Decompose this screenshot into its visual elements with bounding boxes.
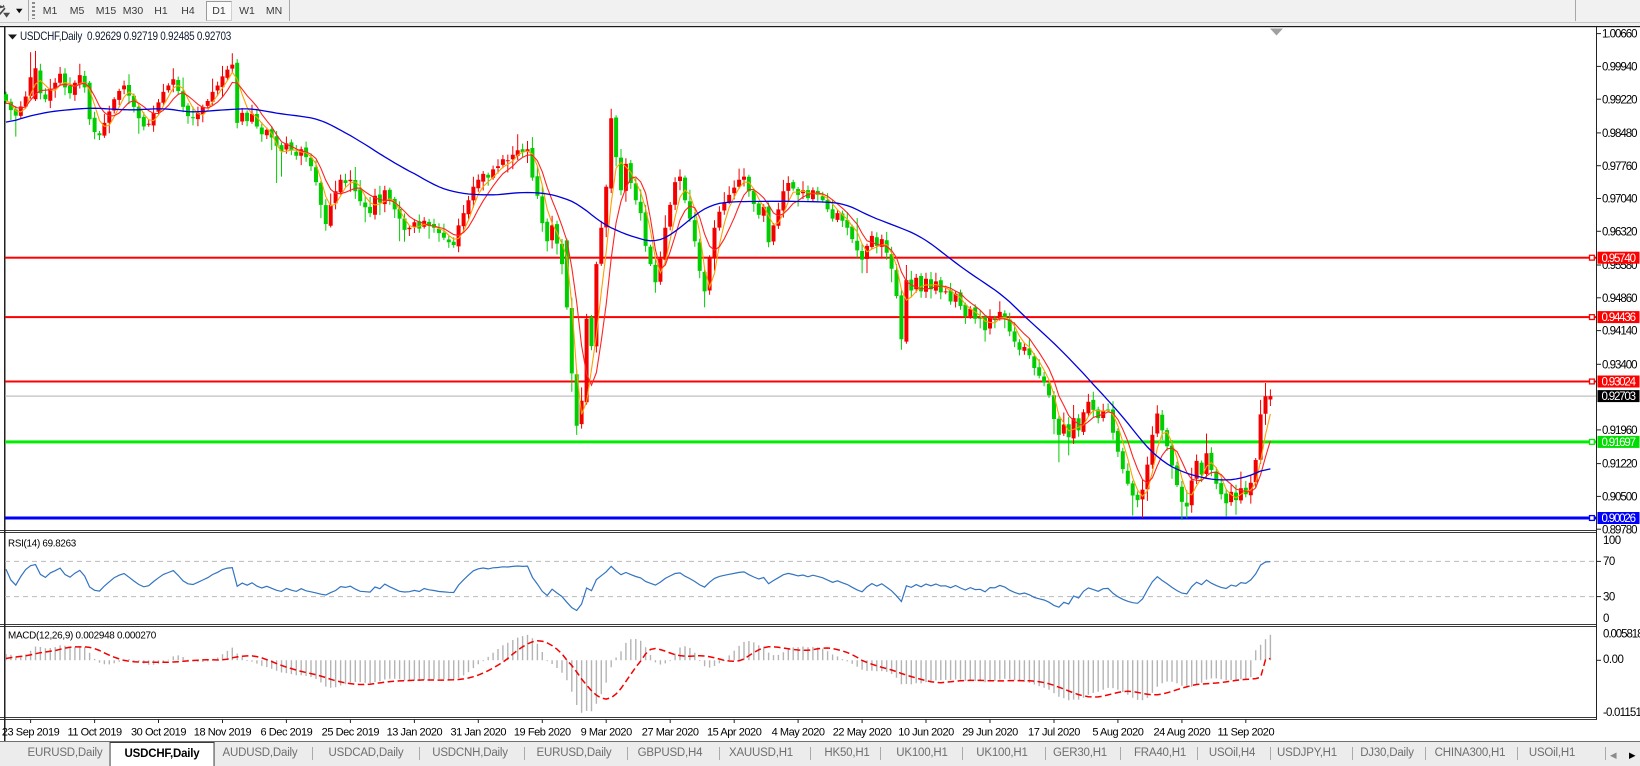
svg-text:22 May 2020: 22 May 2020	[833, 727, 892, 739]
svg-text:0.93024: 0.93024	[1602, 377, 1637, 389]
svg-text:0.94436: 0.94436	[1602, 312, 1636, 324]
svg-text:0.96320: 0.96320	[1602, 226, 1637, 238]
svg-text:0.90500: 0.90500	[1602, 492, 1637, 504]
svg-text:0.89780: 0.89780	[1602, 524, 1637, 536]
svg-text:0.91220: 0.91220	[1602, 459, 1637, 471]
svg-text:19 Feb 2020: 19 Feb 2020	[514, 727, 571, 739]
svg-text:0.99220: 0.99220	[1602, 94, 1637, 106]
svg-text:0.94860: 0.94860	[1602, 293, 1637, 305]
svg-text:18 Nov 2019: 18 Nov 2019	[194, 727, 252, 739]
svg-text:9 Mar 2020: 9 Mar 2020	[581, 727, 632, 739]
svg-text:0: 0	[1603, 613, 1609, 625]
svg-text:0.00: 0.00	[1603, 654, 1623, 666]
svg-text:MACD(12,26,9) 0.002948 0.00027: MACD(12,26,9) 0.002948 0.000270	[8, 630, 156, 642]
svg-text:27 Mar 2020: 27 Mar 2020	[642, 727, 699, 739]
svg-text:70: 70	[1603, 556, 1615, 568]
svg-text:0.98480: 0.98480	[1602, 128, 1637, 140]
svg-text:13 Jan 2020: 13 Jan 2020	[387, 727, 443, 739]
svg-text:0.90026: 0.90026	[1602, 513, 1636, 525]
svg-text:4 May 2020: 4 May 2020	[772, 727, 825, 739]
svg-text:0.94140: 0.94140	[1602, 326, 1637, 338]
svg-text:0.97760: 0.97760	[1602, 161, 1637, 173]
svg-text:0.99940: 0.99940	[1602, 62, 1637, 74]
svg-text:25 Dec 2019: 25 Dec 2019	[322, 727, 380, 739]
svg-text:6 Dec 2019: 6 Dec 2019	[261, 727, 313, 739]
svg-text:100: 100	[1603, 535, 1621, 547]
svg-text:11 Oct 2019: 11 Oct 2019	[68, 727, 122, 739]
svg-text:0.95740: 0.95740	[1602, 253, 1636, 265]
svg-text:0.91960: 0.91960	[1602, 425, 1637, 437]
svg-text:0.97040: 0.97040	[1602, 194, 1637, 206]
svg-text:15 Apr 2020: 15 Apr 2020	[707, 727, 762, 739]
svg-text:0.005818: 0.005818	[1603, 629, 1640, 641]
svg-text:24 Aug 2020: 24 Aug 2020	[1153, 727, 1210, 739]
svg-text:10 Jun 2020: 10 Jun 2020	[898, 727, 954, 739]
svg-text:-0.011514: -0.011514	[1603, 707, 1640, 719]
svg-text:5 Aug 2020: 5 Aug 2020	[1092, 727, 1143, 739]
svg-text:1.00660: 1.00660	[1602, 29, 1637, 41]
svg-text:30 Oct 2019: 30 Oct 2019	[131, 727, 186, 739]
svg-text:RSI(14) 69.8263: RSI(14) 69.8263	[8, 538, 76, 550]
svg-text:0.92703: 0.92703	[1602, 391, 1636, 403]
svg-text:USDCHF,Daily 0.92629 0.92719: USDCHF,Daily 0.92629 0.92719 0.92485 0.9…	[20, 29, 232, 43]
svg-text:29 Jun 2020: 29 Jun 2020	[962, 727, 1018, 739]
svg-text:11 Sep 2020: 11 Sep 2020	[1217, 727, 1274, 739]
svg-text:0.93400: 0.93400	[1602, 359, 1637, 371]
svg-text:0.91697: 0.91697	[1602, 437, 1636, 449]
svg-text:31 Jan 2020: 31 Jan 2020	[450, 727, 506, 739]
svg-text:23 Sep 2019: 23 Sep 2019	[2, 727, 60, 739]
svg-text:17 Jul 2020: 17 Jul 2020	[1028, 727, 1080, 739]
svg-text:30: 30	[1603, 591, 1615, 603]
